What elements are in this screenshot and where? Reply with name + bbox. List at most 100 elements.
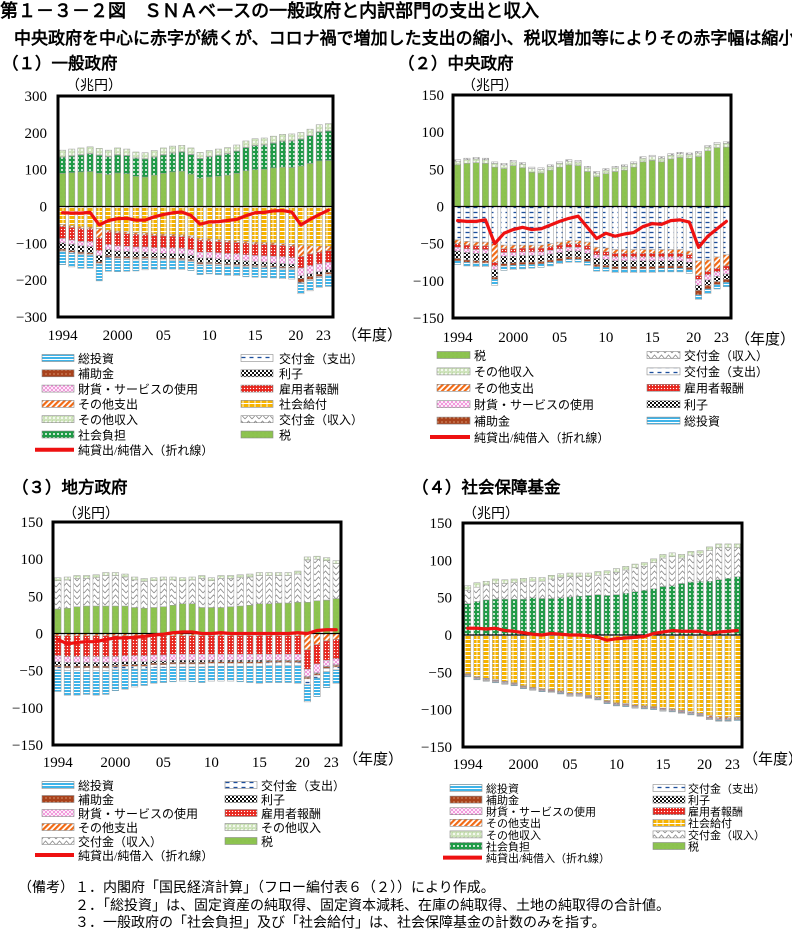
legend-item-interest: 利子 [240, 367, 303, 381]
legend-label: 交付金（収入） [78, 834, 162, 849]
bar-segment-interest-2003 [141, 251, 149, 258]
bar-2012 [224, 147, 231, 276]
bar-segment-compensation-1999 [105, 231, 112, 246]
bar-segment-other-exp-2000 [114, 230, 121, 234]
bar-segment-investment-2017 [678, 712, 685, 714]
x-tick-label: 23 [324, 755, 339, 771]
legend-label: 交付金（支出） [279, 351, 363, 366]
bar-segment-goods-services-1998 [92, 656, 100, 663]
bar-1999 [500, 163, 508, 271]
bar-segment-compensation-2023 [722, 265, 730, 270]
bar-segment-goods-services-2012 [227, 654, 235, 661]
y-tick-label: 150 [430, 516, 453, 532]
bar-segment-compensation-1994 [454, 243, 462, 248]
bar-2017 [678, 554, 685, 714]
bar-segment-interest-1995 [63, 662, 71, 667]
bar-segment-investment-2010 [207, 665, 215, 682]
bar-segment-other-income-2012 [224, 147, 231, 154]
bar-segment-grants-in-2002 [528, 166, 536, 169]
bar-segment-social-contrib-2013 [233, 151, 241, 174]
bar-segment-interest-1996 [77, 245, 85, 253]
bar-segment-grants-in-1996 [482, 584, 490, 601]
bar-segment-grants-in-1994 [464, 589, 472, 604]
bar-segment-goods-services-2002 [132, 246, 140, 253]
legend-item-grants-in: 交付金（収入） [240, 412, 363, 427]
legend-label: その他収入 [261, 821, 321, 835]
bar-segment-other-exp-2009 [196, 237, 204, 241]
bar-segment-social-contrib-1998 [95, 155, 103, 174]
bar-segment-goods-services-2008 [187, 249, 195, 256]
bar-segment-investment-2016 [658, 267, 665, 273]
note-item-3: ３．一般政府の「社会負担」及び「社会給付」は、社会保障基金の計数のみを指す。 [75, 916, 606, 931]
x-tick-label: 1994 [43, 755, 74, 771]
bar-segment-other-income-2023 [325, 123, 332, 131]
bar-segment-compensation-2001 [519, 247, 526, 253]
panel-title-general-government: （１）一般政府 [2, 54, 118, 73]
bar-segment-investment-2016 [668, 710, 676, 713]
bar-segment-investment-2009 [593, 266, 601, 272]
y-tick-label: 150 [422, 88, 445, 104]
bar-segment-goods-services-2006 [169, 654, 177, 661]
bar-segment-goods-services-2005 [556, 248, 563, 253]
bar-segment-tax-2003 [140, 607, 148, 634]
bar-segment-compensation-2011 [215, 241, 222, 254]
bar-segment-grants-in-1997 [83, 578, 91, 607]
bar-segment-grants-in-2006 [575, 576, 583, 597]
bar-2003 [141, 152, 149, 271]
bar-segment-other-income-2019 [294, 570, 302, 575]
bar-2016 [668, 552, 676, 713]
bar-segment-grants-out-1995 [463, 206, 471, 242]
bar-segment-subsidies-2012 [621, 266, 628, 270]
legend-label: 総投資 [78, 351, 114, 366]
bar-segment-investment-1997 [492, 681, 499, 684]
bar-segment-investment-2021 [704, 288, 712, 294]
bar-segment-interest-2022 [315, 271, 323, 275]
bar-segment-subsidies-2017 [667, 265, 675, 269]
bar-segment-goods-services-1994 [59, 238, 66, 244]
bar-segment-tax-2013 [630, 166, 638, 207]
bar-segment-other-income-1998 [95, 148, 103, 156]
bar-segment-investment-2011 [215, 265, 222, 275]
bar-segment-investment-1998 [491, 279, 499, 286]
legend-label: 財貨・サービスの使用 [486, 805, 596, 819]
bar-segment-grants-in-2017 [678, 557, 685, 584]
bar-segment-tax-1999 [102, 605, 110, 634]
bar-segment-other-exp-2013 [630, 249, 638, 254]
bar-segment-goods-services-2019 [288, 257, 296, 265]
legend-swatch-interest [652, 795, 686, 804]
bar-segment-other-exp-2015 [251, 241, 259, 245]
bar-segment-social-benefits-2017 [678, 634, 685, 711]
bar-segment-tax-2017 [275, 602, 283, 634]
bar-segment-other-income-2004 [546, 166, 554, 171]
bar-segment-compensation-1997 [83, 635, 91, 657]
bar-segment-social-contrib-2015 [659, 586, 667, 636]
bar-segment-other-income-2020 [695, 152, 702, 157]
bar-segment-tax-2006 [169, 171, 176, 207]
legend-swatch-subsidies [436, 416, 471, 425]
bar-segment-compensation-2001 [123, 233, 131, 247]
bar-segment-tax-2001 [121, 605, 129, 634]
bar-segment-grants-in-2011 [622, 569, 630, 594]
bar-segment-grants-in-2011 [611, 166, 619, 169]
bar-segment-other-income-2023 [332, 560, 340, 564]
bar-segment-goods-services-2012 [224, 253, 231, 260]
y-tick-label: 150 [21, 515, 44, 531]
bar-segment-grants-in-2010 [602, 168, 610, 171]
bar-segment-other-income-2022 [323, 557, 331, 561]
legend-item-social-contrib: 社会負担 [41, 427, 126, 442]
bar-segment-compensation-2017 [667, 253, 675, 258]
legend-label: 社会負担 [486, 839, 530, 853]
bar-segment-grants-out-2014 [246, 662, 254, 667]
bar-segment-goods-services-2014 [639, 256, 647, 262]
bar-segment-tax-2008 [187, 173, 195, 207]
bar-segment-other-exp-2000 [509, 244, 517, 250]
bar-segment-grants-in-2021 [313, 558, 321, 602]
bar-segment-other-income-2007 [179, 577, 187, 581]
bar-segment-grants-in-2005 [159, 579, 167, 607]
bar-segment-goods-services-2000 [111, 656, 119, 663]
bar-segment-social-benefits-2008 [187, 206, 195, 237]
bar-segment-grants-in-2018 [676, 151, 684, 154]
bar-segment-grants-in-2003 [140, 581, 148, 609]
bar-segment-other-income-2000 [111, 572, 119, 576]
bar-segment-compensation-2006 [169, 236, 176, 249]
